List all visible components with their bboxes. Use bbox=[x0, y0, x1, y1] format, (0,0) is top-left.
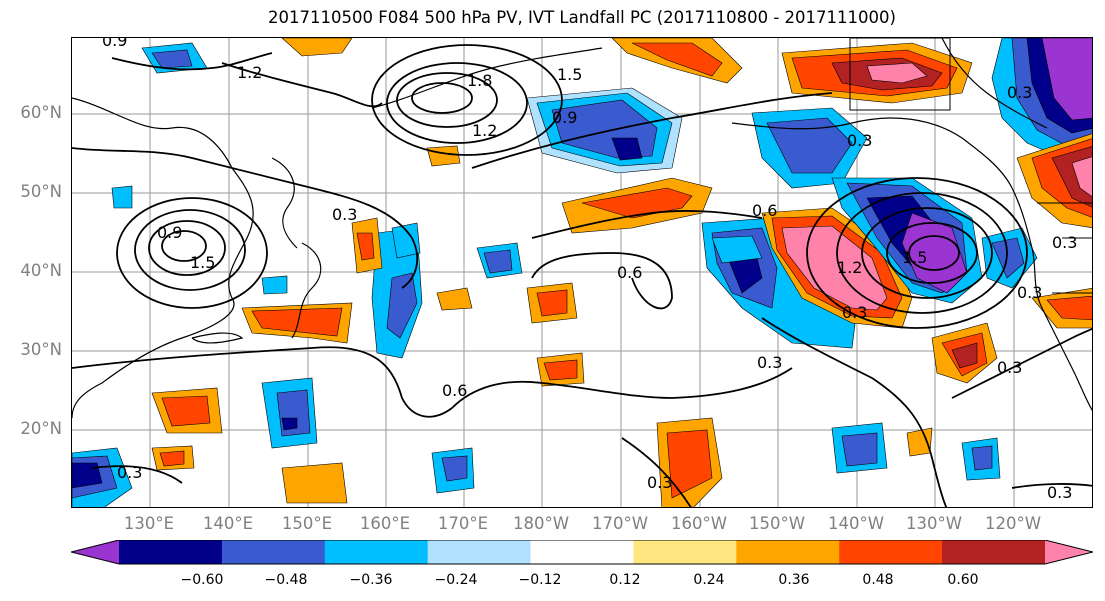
contour-label: 1.5 bbox=[190, 253, 215, 272]
contour-label: 0.3 bbox=[647, 473, 672, 492]
lon-label-180w: 180°W bbox=[512, 514, 570, 533]
colorbar-tick: 0.60 bbox=[947, 572, 979, 588]
ivt-contours bbox=[72, 44, 1092, 507]
colorbar-segment bbox=[221, 540, 326, 564]
colorbar-tick: −0.36 bbox=[349, 572, 393, 588]
lon-label-120w: 120°W bbox=[984, 514, 1042, 533]
colorbar-tick: 0.48 bbox=[862, 572, 894, 588]
contour-label: 1.2 bbox=[472, 121, 497, 140]
colorbar-tick: −0.60 bbox=[180, 572, 224, 588]
lat-label-60n: 60°N bbox=[20, 103, 62, 122]
contour-label: 0.6 bbox=[617, 263, 642, 282]
lat-label-50n: 50°N bbox=[20, 182, 62, 201]
contour-label: 0.3 bbox=[117, 463, 142, 482]
lon-label-130w: 130°W bbox=[905, 514, 963, 533]
colorbar-extend-high bbox=[1045, 540, 1093, 564]
contour-label: 0.3 bbox=[332, 205, 357, 224]
colorbar-segment bbox=[942, 540, 1046, 564]
lon-label-140w: 140°W bbox=[827, 514, 885, 533]
contour-label: 0.3 bbox=[757, 353, 782, 372]
boundaries bbox=[849, 38, 1092, 294]
colorbar-segment bbox=[324, 540, 429, 564]
contour-label: 0.3 bbox=[847, 131, 872, 150]
colorbar-segment bbox=[839, 540, 943, 564]
lat-label-20n: 20°N bbox=[20, 419, 62, 438]
lon-label-170w: 170°W bbox=[591, 514, 649, 533]
colorbar-tick: 0.24 bbox=[693, 572, 725, 588]
contour-label: 0.3 bbox=[1017, 283, 1042, 302]
contour-label: 1.2 bbox=[237, 63, 262, 82]
lon-label-170e: 170°E bbox=[437, 514, 489, 533]
contour-label: 0.3 bbox=[1052, 233, 1077, 252]
colorbar-segment bbox=[633, 540, 737, 564]
contour-label: 1.2 bbox=[837, 258, 862, 277]
lon-label-160e: 160°E bbox=[359, 514, 411, 533]
lat-label-30n: 30°N bbox=[20, 340, 62, 359]
contour-label: 0.9 bbox=[157, 223, 182, 242]
contour-label: 0.3 bbox=[1047, 483, 1072, 502]
lon-label-160w: 160°W bbox=[670, 514, 728, 533]
contour-label: 0.3 bbox=[1007, 83, 1032, 102]
colorbar bbox=[70, 539, 1094, 570]
colorbar-tick: 0.12 bbox=[609, 572, 641, 588]
lon-label-150w: 150°W bbox=[748, 514, 806, 533]
lat-label-40n: 40°N bbox=[20, 261, 62, 280]
contour-labels: 0.9 1.2 1.8 1.5 1.2 0.9 0.3 0.6 0.6 0.3 … bbox=[102, 38, 1077, 502]
contour-label: 0.3 bbox=[997, 358, 1022, 377]
map-canvas: 0.9 1.2 1.8 1.5 1.2 0.9 0.3 0.6 0.6 0.3 … bbox=[72, 38, 1092, 507]
contour-label: 0.3 bbox=[842, 303, 867, 322]
colorbar-segment bbox=[736, 540, 840, 564]
contour-label: 1.5 bbox=[557, 65, 582, 84]
colorbar-tick: 0.36 bbox=[778, 572, 810, 588]
colorbar-extend-low bbox=[71, 540, 119, 564]
contour-label: 1.8 bbox=[467, 71, 492, 90]
contour-label: 0.6 bbox=[752, 201, 777, 220]
colorbar-tick: −0.48 bbox=[264, 572, 308, 588]
colorbar-graphic bbox=[70, 539, 1094, 565]
contour-label: 1.5 bbox=[902, 248, 927, 267]
lon-label-140e: 140°E bbox=[202, 514, 254, 533]
colorbar-segment bbox=[119, 540, 223, 564]
map-panel: 0.9 1.2 1.8 1.5 1.2 0.9 0.3 0.6 0.6 0.3 … bbox=[71, 37, 1093, 508]
colorbar-tick: −0.24 bbox=[434, 572, 478, 588]
contour-label: 0.9 bbox=[102, 38, 127, 50]
pv-anomaly-fill bbox=[72, 38, 1092, 507]
colorbar-tick: −0.12 bbox=[518, 572, 562, 588]
contour-label: 0.9 bbox=[552, 108, 577, 127]
colorbar-segment bbox=[530, 540, 634, 564]
map-title: 2017110500 F084 500 hPa PV, IVT Landfall… bbox=[268, 8, 896, 27]
colorbar-segment bbox=[427, 540, 532, 564]
lon-label-130e: 130°E bbox=[123, 514, 175, 533]
contour-label: 0.6 bbox=[442, 381, 467, 400]
lon-label-150e: 150°E bbox=[281, 514, 333, 533]
